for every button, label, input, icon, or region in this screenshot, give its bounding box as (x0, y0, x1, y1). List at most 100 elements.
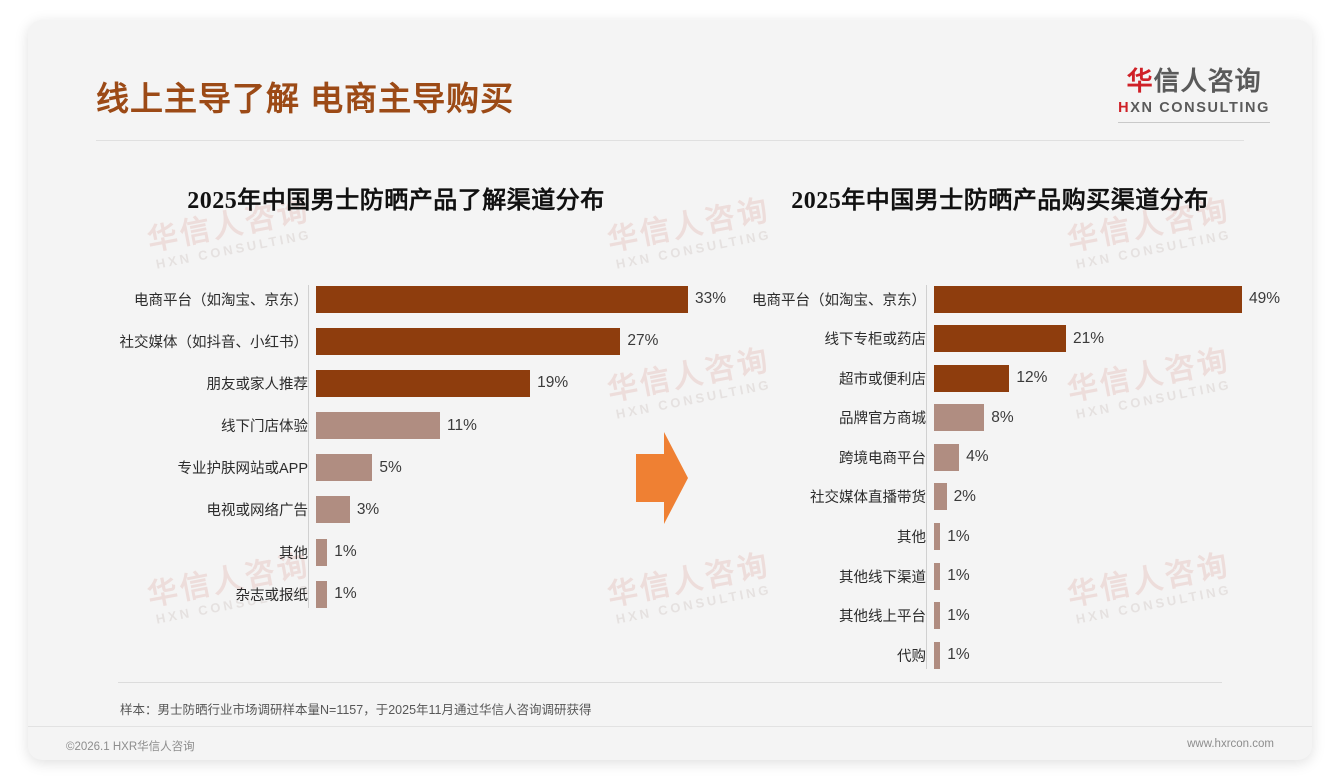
chart-title-left: 2025年中国男士防晒产品了解渠道分布 (187, 188, 605, 214)
bar-category-label: 其他 (279, 545, 308, 562)
slide-footer: ©2026.1 HXR华信人咨询 www.hxrcon.com (28, 727, 1312, 760)
bar-track: 11% (316, 412, 686, 440)
sample-footnote: 样本：男士防晒行业市场调研样本量N=1157，于2025年11月通过华信人咨询调… (120, 703, 592, 717)
bar-category-label: 社交媒体直播带货 (810, 490, 926, 507)
bar-row: 其他 1% (718, 523, 1286, 551)
bar-category-label: 朋友或家人推荐 (206, 376, 309, 393)
bar-row: 超市或便利店 12% (718, 364, 1286, 392)
chart-purchase-channels: 2025年中国男士防晒产品购买渠道分布 电商平台（如淘宝、京东） 49% 线下专柜或… (718, 180, 1286, 681)
bar-track: 3% (316, 496, 686, 524)
bar-category-label: 杂志或报纸 (235, 587, 309, 604)
flow-arrow-icon (636, 432, 688, 524)
logo-underline (1118, 121, 1270, 123)
bar (934, 325, 1066, 353)
bar-category-label: 超市或便利店 (839, 371, 926, 388)
bar-value-label: 3% (356, 500, 380, 518)
bar-row: 电商平台（如淘宝、京东） 49% (718, 285, 1286, 313)
bar (934, 443, 960, 471)
bar (934, 285, 1242, 313)
bar-category-label: 线下专柜或药店 (824, 332, 927, 349)
chart-awareness-channels: 2025年中国男士防晒产品了解渠道分布 电商平台（如淘宝、京东） 33% 社交媒体（… (96, 180, 726, 623)
bar-track: 1% (934, 562, 1286, 590)
bar-value-label: 1% (947, 527, 970, 545)
bar-value-label: 1% (334, 585, 357, 603)
bar-category-label: 代购 (897, 648, 926, 665)
page-title: 线上主导了解 电商主导购买 (96, 80, 515, 117)
bar-track: 4% (934, 443, 1286, 471)
arrow-right-icon (636, 432, 688, 524)
bar-row: 跨境电商平台 4% (718, 443, 1286, 471)
bar-row: 电商平台（如淘宝、京东） 33% (96, 285, 726, 313)
bar-category-label: 跨境电商平台 (839, 450, 926, 467)
bar-category-label: 其他 (897, 530, 926, 547)
bar-row: 品牌官方商城 8% (718, 404, 1286, 432)
bar-row: 电视或网络广告 3% (96, 496, 686, 524)
logo-english-text: HXN CONSULTING (1118, 101, 1270, 116)
bar (316, 327, 621, 355)
bar-row: 线下专柜或药店 21% (718, 325, 1286, 353)
bar (316, 412, 440, 440)
bar-track: 1% (934, 641, 1286, 669)
y-axis-line-left (308, 285, 309, 608)
footnote-divider (118, 682, 1222, 683)
plot-area-right: 电商平台（如淘宝、京东） 49% 线下专柜或药店 21% 超市或便利店 12% 品牌官方商城… (718, 285, 1286, 669)
bar-category-label: 社交媒体（如抖音、小红书） (119, 334, 309, 351)
bar-track: 21% (934, 325, 1286, 353)
bar-track: 33% (316, 285, 726, 313)
bar-category-label: 品牌官方商城 (839, 411, 926, 428)
slide-canvas: 华信人咨询 HXN CONSULTING 华信人咨询 HXN CONSULTIN… (28, 20, 1312, 760)
bar-row: 其他线下渠道 1% (718, 562, 1286, 590)
footer-website[interactable]: www.hxrcon.com (1187, 738, 1274, 750)
bar-value-label: 4% (966, 448, 989, 466)
slide-header: 线上主导了解 电商主导购买 华信人咨询 HXN CONSULTING (28, 20, 1312, 142)
bar (934, 562, 941, 590)
plot-area-left: 电商平台（如淘宝、京东） 33% 社交媒体（如抖音、小红书） 27% 朋友或家人推荐 19… (96, 285, 726, 608)
logo-en-rest: XN CONSULTING (1130, 100, 1270, 116)
bar-row: 代购 1% (718, 641, 1286, 669)
bar-category-label: 线下门店体验 (221, 419, 308, 436)
bar-value-label: 1% (334, 543, 357, 561)
bar (934, 483, 947, 511)
bar-value-label: 21% (1073, 329, 1105, 347)
bar-value-label: 1% (947, 606, 970, 624)
bar-value-label: 33% (695, 290, 727, 307)
bar-value-label: 5% (379, 458, 402, 476)
bar-track: 27% (316, 327, 686, 355)
bar (934, 404, 985, 432)
bar-row: 杂志或报纸 1% (96, 580, 686, 608)
bar-value-label: 1% (947, 567, 970, 585)
bar-row: 社交媒体直播带货 2% (718, 483, 1286, 511)
bar-value-label: 49% (1249, 290, 1281, 307)
bar-track: 1% (316, 538, 686, 566)
bar (316, 285, 688, 313)
logo-chinese-text: 华信人咨询 (1118, 68, 1270, 94)
chart-title-right: 2025年中国男士防晒产品购买渠道分布 (791, 188, 1209, 214)
bar (316, 369, 531, 397)
bar-track: 5% (316, 454, 686, 482)
header-divider (96, 140, 1244, 141)
bar-value-label: 1% (947, 646, 970, 664)
bar-track: 19% (316, 369, 686, 397)
bar-value-label: 12% (1016, 369, 1048, 387)
bar-value-label: 8% (991, 408, 1014, 426)
logo-cn-rest: 信人咨询 (1153, 66, 1262, 96)
bar (316, 538, 328, 566)
bar (316, 580, 328, 608)
bar-track: 1% (934, 523, 1286, 551)
bar-value-label: 11% (447, 416, 477, 434)
bar-row: 线下门店体验 11% (96, 412, 686, 440)
bar-category-label: 其他线上平台 (839, 609, 926, 626)
bar-track: 8% (934, 404, 1286, 432)
bar (316, 454, 373, 482)
logo-en-accent: H (1118, 100, 1131, 116)
bar-track: 1% (316, 580, 686, 608)
bar-row: 朋友或家人推荐 19% (96, 369, 686, 397)
bar-category-label: 电商平台（如淘宝、京东） (134, 292, 308, 309)
bar-track: 49% (934, 285, 1286, 313)
bar-row: 社交媒体（如抖音、小红书） 27% (96, 327, 686, 355)
logo-cn-accent: 华 (1126, 66, 1154, 96)
bar (934, 364, 1010, 392)
bar-value-label: 19% (537, 374, 569, 392)
bar-row: 专业护肤网站或APP 5% (96, 454, 686, 482)
footer-copyright: ©2026.1 HXR华信人咨询 (66, 741, 195, 753)
